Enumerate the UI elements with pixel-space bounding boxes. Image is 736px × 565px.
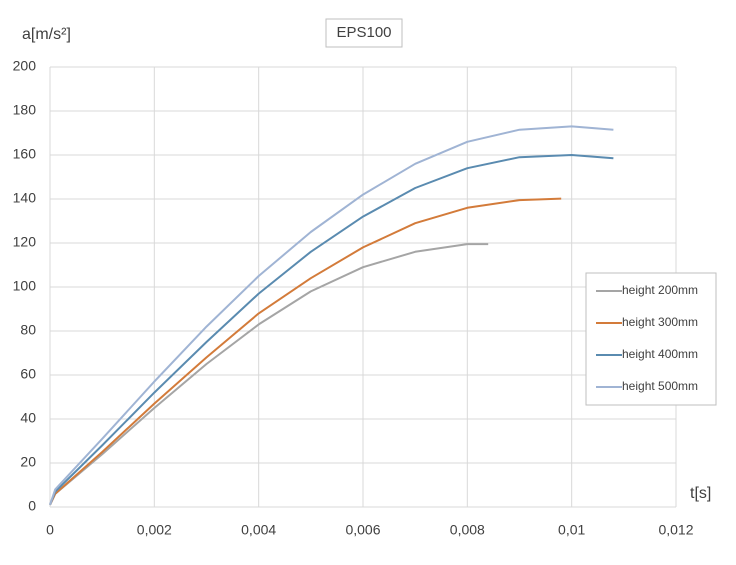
x-tick-label: 0,004 (241, 522, 276, 538)
y-tick-label: 180 (13, 102, 37, 118)
legend-label: height 500mm (622, 379, 698, 393)
legend-label: height 200mm (622, 283, 698, 297)
y-tick-label: 60 (20, 366, 36, 382)
legend-box (585, 272, 717, 406)
y-tick-label: 80 (20, 322, 36, 338)
x-tick-label: 0,01 (558, 522, 585, 538)
y-tick-label: 160 (13, 146, 37, 162)
title-box (325, 18, 403, 48)
x-tick-label: 0 (46, 522, 54, 538)
y-tick-label: 140 (13, 190, 37, 206)
x-tick-label: 0,012 (658, 522, 693, 538)
legend-label: height 300mm (622, 315, 698, 329)
y-tick-label: 40 (20, 410, 36, 426)
series-line (49, 154, 614, 506)
series-line (49, 125, 614, 506)
y-tick-label: 0 (28, 498, 36, 514)
legend-label: height 400mm (622, 347, 698, 361)
x-tick-label: 0,006 (345, 522, 380, 538)
y-tick-label: 120 (13, 234, 37, 250)
x-tick-label: 0,008 (450, 522, 485, 538)
y-tick-label: 20 (20, 454, 36, 470)
series-line (49, 197, 562, 506)
chart-title: EPS100 (336, 24, 391, 41)
series-line (49, 243, 489, 506)
x-axis-label: t[s] (690, 485, 711, 502)
y-tick-label: 200 (13, 58, 37, 74)
x-tick-label: 0,002 (137, 522, 172, 538)
y-axis-label: a[m/s²] (22, 26, 71, 43)
y-tick-label: 100 (13, 278, 37, 294)
